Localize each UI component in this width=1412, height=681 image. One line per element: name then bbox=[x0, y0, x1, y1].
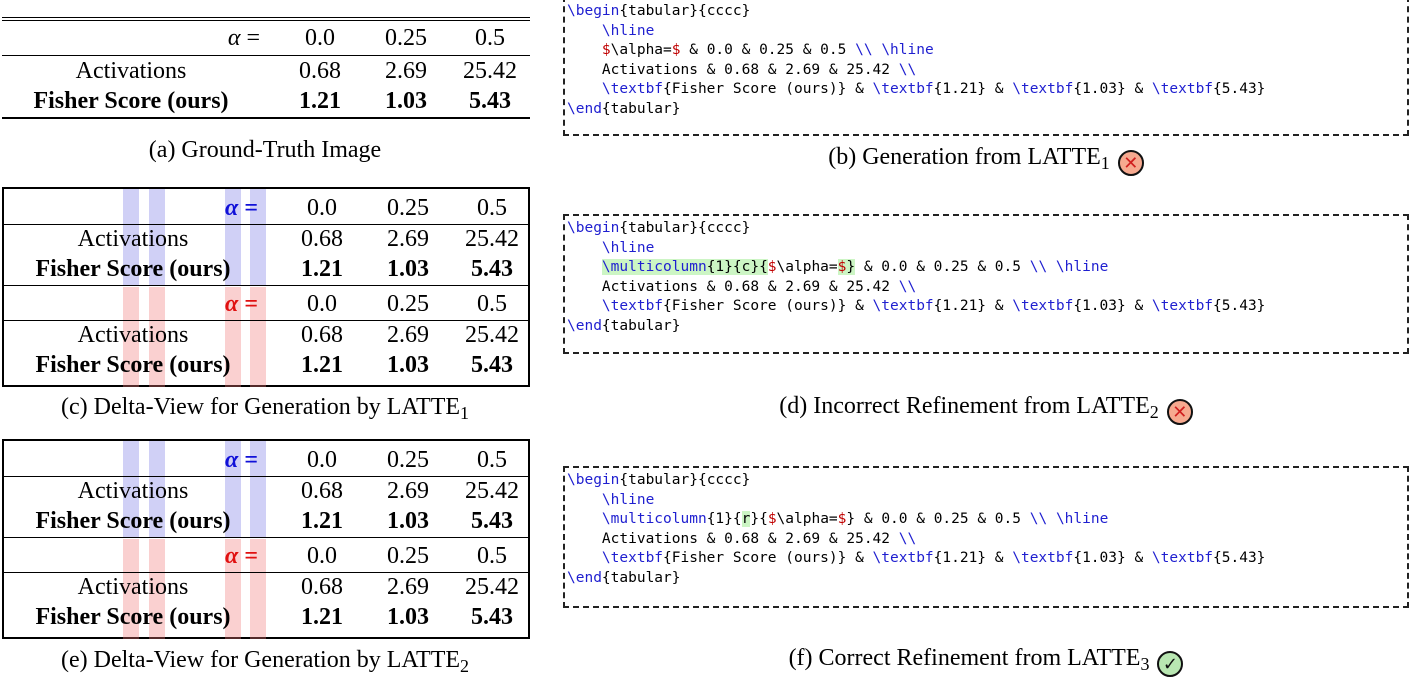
check-circle-icon: ✓ bbox=[1157, 651, 1184, 677]
alpha-label-blue: α = bbox=[225, 195, 258, 221]
table-row: Activations 0.68 2.69 25.42 bbox=[77, 226, 519, 252]
table-row: α = 0.0 0.25 0.5 bbox=[225, 195, 507, 221]
alpha-label-red: α = bbox=[225, 291, 258, 317]
alpha-label-blue: α = bbox=[225, 447, 258, 473]
table-row: α = 0.0 0.25 0.5 bbox=[225, 291, 507, 317]
caption-b: (b) Generation from LATTE1 ✕ bbox=[563, 144, 1409, 176]
table-row: Activations 0.68 2.69 25.42 bbox=[77, 322, 519, 348]
table-row: Activations 0.68 2.69 25.42 bbox=[77, 478, 519, 504]
table-row: Activations 0.68 2.69 25.42 bbox=[77, 574, 519, 600]
caption-f: (f) Correct Refinement from LATTE3 ✓ bbox=[563, 645, 1409, 677]
table-row: α = 0.0 0.25 0.5 bbox=[225, 447, 507, 473]
caption-a: (a) Ground-Truth Image bbox=[148, 137, 382, 163]
x-circle-icon: ✕ bbox=[1117, 150, 1144, 176]
table-row: Fisher Score (ours) 1.21 1.03 5.43 bbox=[35, 604, 513, 630]
caption-d: (d) Incorrect Refinement from LATTE2 ✕ bbox=[563, 393, 1409, 425]
table-row: Activations 0.68 2.69 25.42 bbox=[75, 58, 517, 84]
code-block-correct-refinement: \begin{tabular}{cccc} \hline \multicolum… bbox=[563, 466, 1409, 608]
table-row: α = 0.0 0.25 0.5 bbox=[225, 543, 507, 569]
delta-view-table-2: α = 0.0 0.25 0.5 Activations 0.68 2.69 2… bbox=[2, 439, 530, 639]
caption-e: (e) Delta-View for Generation by LATTE2 bbox=[60, 647, 470, 676]
table-row: Fisher Score (ours) 1.21 1.03 5.43 bbox=[35, 352, 513, 378]
alpha-label-red: α = bbox=[225, 543, 258, 569]
table-row: Fisher Score (ours) 1.21 1.03 5.43 bbox=[35, 256, 513, 282]
table-row: α = 0.0 0.25 0.5 bbox=[227, 25, 505, 51]
code-block-generation: \begin{tabular}{cccc} \hline $\alpha=$ &… bbox=[563, 0, 1409, 136]
table-row: Fisher Score (ours) 1.21 1.03 5.43 bbox=[33, 88, 511, 114]
caption-c: (c) Delta-View for Generation by LATTE1 bbox=[60, 394, 470, 423]
alpha-label: α = bbox=[227, 25, 260, 51]
x-circle-icon: ✕ bbox=[1166, 399, 1193, 425]
code-block-incorrect-refinement: \begin{tabular}{cccc} \hline \multicolum… bbox=[563, 214, 1409, 354]
table-row: Fisher Score (ours) 1.21 1.03 5.43 bbox=[35, 508, 513, 534]
delta-view-table-1: α = 0.0 0.25 0.5 Activations 0.68 2.69 2… bbox=[2, 187, 530, 387]
ground-truth-table: α = 0.0 0.25 0.5 Activations 0.68 2.69 2… bbox=[2, 17, 530, 119]
